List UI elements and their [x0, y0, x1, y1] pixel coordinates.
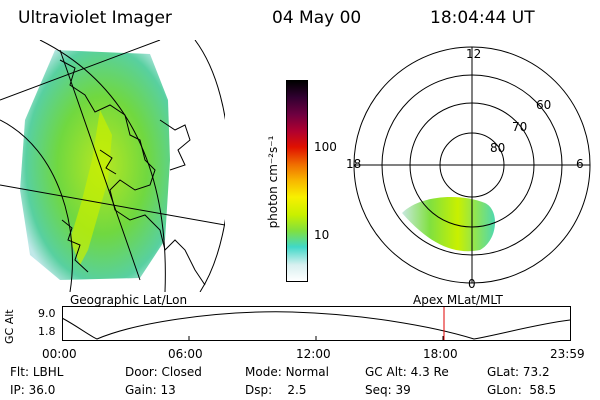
altitude-curve	[62, 311, 571, 340]
map-grid-line	[0, 40, 161, 101]
y-tick-1-8: 1.8	[38, 325, 56, 338]
mlt-label-18: 18	[346, 157, 362, 171]
coastline	[159, 119, 191, 171]
lat-label-60: 60	[536, 98, 552, 112]
colorbar-unit-label: photon cm⁻²s⁻¹	[266, 135, 280, 229]
map-grid-arc	[0, 119, 73, 292]
observation-time: 18:04:44 UT	[430, 8, 535, 28]
auroral-oval	[402, 197, 496, 252]
status-door: Door: Closed	[125, 365, 202, 379]
colorbar-tick-100: 100	[314, 140, 337, 154]
timeline-right-title: Apex MLat/MLT	[413, 293, 503, 307]
x-tick-0600: 06:00	[168, 347, 203, 361]
colorbar	[286, 80, 308, 282]
status-ip: IP: 36.0	[10, 383, 56, 397]
status-glon: GLon: 58.5	[487, 383, 557, 397]
geographic-map	[0, 40, 225, 292]
map-grid-line	[0, 184, 225, 226]
altitude-timeline	[62, 306, 571, 341]
aurora-bright-band	[70, 110, 112, 265]
status-mode: Mode: Normal	[245, 365, 329, 379]
status-flt: Flt: LBHL	[10, 365, 64, 379]
status-gc-alt: GC Alt: 4.3 Re	[365, 365, 449, 379]
map-grid-arc	[39, 40, 166, 292]
mlt-label-6: 6	[576, 157, 584, 171]
status-seq: Seq: 39	[365, 383, 411, 397]
coastline	[99, 149, 117, 175]
status-glat: GLat: 73.2	[487, 365, 550, 379]
status-gain: Gain: 13	[125, 383, 176, 397]
x-tick-0000: 00:00	[42, 347, 77, 361]
coastline	[59, 59, 206, 286]
status-dsp: Dsp: 2.5	[245, 383, 307, 397]
instrument-title: Ultraviolet Imager	[18, 8, 172, 28]
mlt-label-0: 0	[468, 277, 476, 291]
coastline	[61, 219, 89, 273]
polar-mlt-plot	[353, 46, 591, 284]
lat-label-70: 70	[512, 120, 528, 134]
lat-label-80: 80	[490, 141, 506, 155]
map-grid-arc	[194, 40, 225, 292]
x-tick-2359: 23:59	[550, 347, 585, 361]
observation-date: 04 May 00	[272, 8, 362, 28]
mlt-label-12: 12	[466, 47, 482, 61]
x-tick-1800: 18:00	[423, 347, 458, 361]
timeline-frame	[62, 306, 571, 341]
timeline-axis-label: GC Alt	[3, 309, 16, 344]
colorbar-tick-10: 10	[314, 228, 330, 242]
map-grid-line	[59, 49, 141, 281]
y-tick-9-0: 9.0	[38, 307, 56, 320]
x-tick-1200: 12:00	[296, 347, 331, 361]
timeline-left-title: Geographic Lat/Lon	[70, 293, 188, 307]
